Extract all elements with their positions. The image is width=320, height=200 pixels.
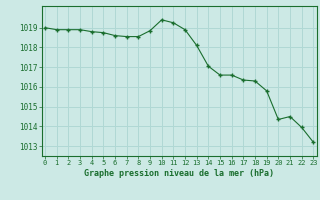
X-axis label: Graphe pression niveau de la mer (hPa): Graphe pression niveau de la mer (hPa) <box>84 169 274 178</box>
